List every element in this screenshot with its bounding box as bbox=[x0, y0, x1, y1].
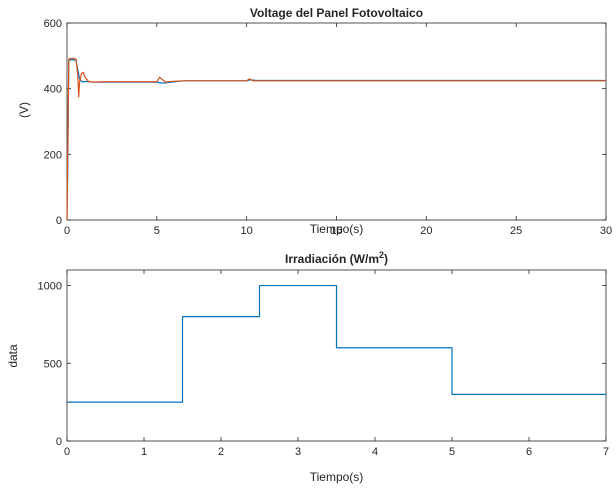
voltage-series-line-2 bbox=[66, 57, 606, 221]
voltage-xtick-label: 15 bbox=[330, 225, 342, 237]
voltage-xtick-label: 20 bbox=[420, 225, 432, 237]
voltage-ytick-label: 0 bbox=[56, 215, 62, 227]
voltage-ytick-label: 600 bbox=[44, 18, 62, 30]
voltage-chart-xlabel: Tiempo(s) bbox=[310, 222, 364, 236]
voltage-chart-ylabel: (V) bbox=[17, 102, 31, 118]
irradiance-chart-xlabel: Tiempo(s) bbox=[310, 470, 364, 484]
voltage-chart: Voltage del Panel Fotovoltaico Tiempo(s)… bbox=[17, 6, 612, 237]
voltage-xtick-label: 10 bbox=[241, 225, 253, 237]
voltage-ytick-label: 400 bbox=[44, 84, 62, 96]
irradiance-xtick-label: 4 bbox=[372, 446, 378, 458]
irradiance-chart-title: Irradiación (W/m2) bbox=[285, 250, 388, 266]
irradiance-xtick-label: 3 bbox=[295, 446, 301, 458]
voltage-ytick-label: 200 bbox=[44, 149, 62, 161]
irradiance-xtick-label: 5 bbox=[449, 446, 455, 458]
irradiance-xtick-label: 2 bbox=[218, 446, 224, 458]
irradiance-xtick-label: 6 bbox=[526, 446, 532, 458]
irradiance-series-line-1 bbox=[67, 284, 606, 403]
irradiance-xtick-label: 1 bbox=[141, 446, 147, 458]
irradiance-ytick-label: 1000 bbox=[38, 281, 62, 293]
voltage-chart-title: Voltage del Panel Fotovoltaico bbox=[250, 6, 423, 20]
voltage-xtick-label: 25 bbox=[510, 225, 522, 237]
voltage-axes-box bbox=[66, 22, 607, 221]
irradiance-ytick-label: 500 bbox=[44, 358, 62, 370]
voltage-xtick-label: 0 bbox=[64, 225, 70, 237]
voltage-xtick-label: 30 bbox=[600, 225, 612, 237]
irradiance-ytick-label: 0 bbox=[56, 436, 62, 448]
voltage-xtick-label: 5 bbox=[154, 225, 160, 237]
irradiance-xtick-label: 7 bbox=[603, 446, 609, 458]
irradiance-xtick-label: 0 bbox=[64, 446, 70, 458]
irradiance-chart-ylabel: data bbox=[6, 344, 20, 368]
irradiance-chart: Irradiación (W/m2) Tiempo(s) data 0 1 2 3 4 5… bbox=[6, 250, 609, 484]
